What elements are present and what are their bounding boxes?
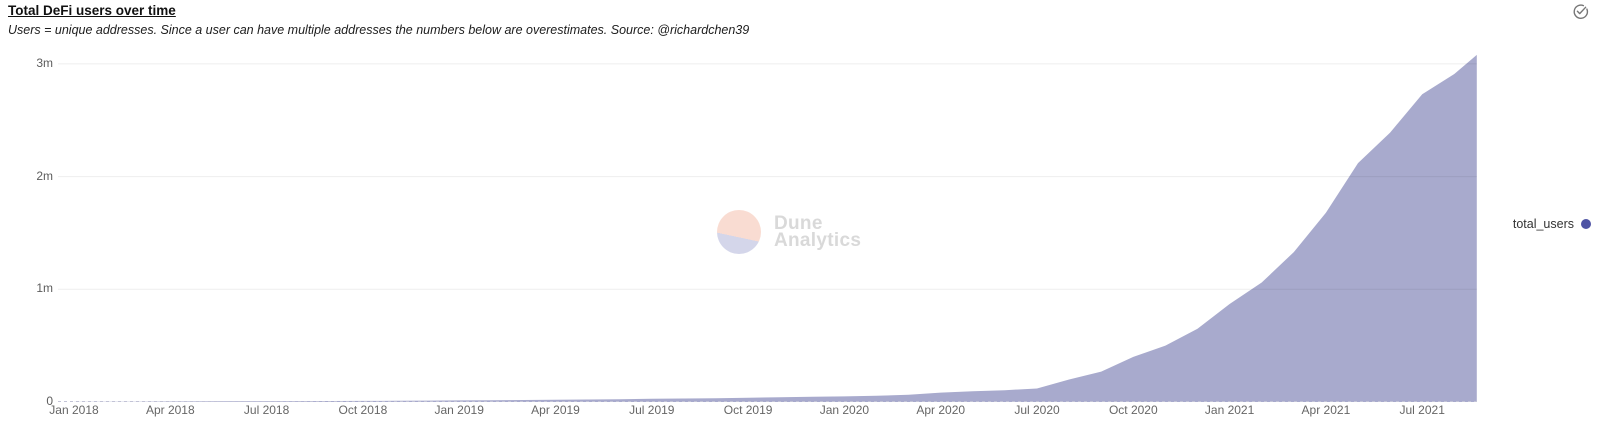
y-tick-label-0: 0 [46, 394, 53, 408]
chart-header: Total DeFi users over time Users = uniqu… [8, 2, 749, 37]
x-tick-label: Oct 2019 [723, 403, 773, 417]
x-tick-label: Jul 2020 [1014, 403, 1060, 417]
x-tick-label: Oct 2018 [338, 403, 388, 417]
x-tick-label: Jul 2018 [243, 403, 290, 417]
x-tick-label: Jan 2020 [819, 403, 870, 417]
y-tick-label-3m: 3m [36, 55, 53, 70]
x-tick-label: Jan 2021 [1204, 403, 1255, 417]
legend-label: total_users [1512, 217, 1574, 231]
y-tick-label-2m: 2m [36, 168, 53, 183]
x-tick-label: Jul 2019 [629, 403, 675, 417]
x-tick-label: Jul 2021 [1399, 403, 1445, 417]
legend-series-dot-icon [1581, 219, 1591, 229]
check-circle-icon [1572, 3, 1589, 20]
area-chart-plot[interactable] [58, 46, 1478, 402]
chart-subtitle: Users = unique addresses. Since a user c… [8, 23, 750, 37]
legend-item-total-users[interactable]: total_users [1513, 217, 1591, 231]
x-tick-label: Apr 2018 [145, 403, 195, 417]
x-tick-label: Apr 2019 [531, 403, 580, 417]
series-area-total-users[interactable] [74, 54, 1477, 402]
x-tick-label: Oct 2020 [1108, 403, 1158, 417]
chart-title-link[interactable]: Total DeFi users over time [8, 3, 176, 18]
y-tick-label-1m: 1m [36, 281, 53, 296]
x-tick-label: Apr 2021 [1301, 403, 1351, 417]
x-tick-label: Apr 2020 [916, 403, 966, 417]
x-tick-label: Jan 2019 [434, 403, 484, 417]
x-tick-label: Jan 2018 [49, 403, 99, 417]
